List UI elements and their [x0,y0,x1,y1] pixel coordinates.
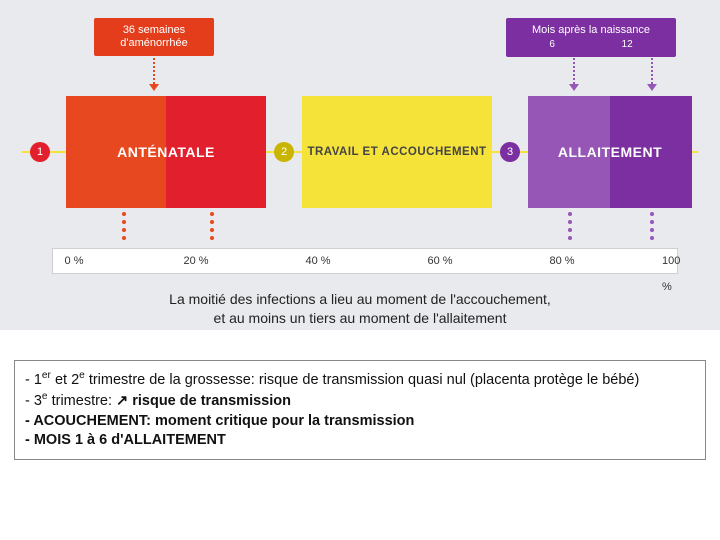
dots-under-antenatal-b [210,208,214,244]
tick-40: 40 % [305,248,330,274]
percent-scale: 0 % 20 % 40 % 60 % 80 % 100 % [22,248,698,274]
stage-1-label: ANTÉNATALE [117,144,215,160]
dots-under-allaitement-a [568,208,572,244]
stage-row: 1 ANTÉNATALE 2 TRAVAIL ET ACCOUCHEMENT 3… [22,96,698,208]
note-line-4: - MOIS 1 à 6 d'ALLAITEMENT [25,431,695,451]
scale-track [52,248,678,274]
month-12: 12 [622,39,633,51]
tick-80: 80 % [549,248,574,274]
tick-60: 60 % [427,248,452,274]
stage-1-number: 1 [30,142,50,162]
increase-arrow-icon: ↗ [116,392,128,412]
note-line-1: - 1er et 2e trimestre de la grossesse: r… [25,369,695,390]
transmission-timeline-diagram: 36 semaines d'aménorrhée Mois après la n… [0,0,720,330]
diagram-caption: La moitié des infections a lieu au momen… [22,290,698,328]
stage-accouchement: TRAVAIL ET ACCOUCHEMENT [302,96,492,208]
stage-antenatal: ANTÉNATALE [66,96,266,208]
callout-mois-naissance: Mois après la naissance 6 12 [506,18,676,57]
tick-20: 20 % [183,248,208,274]
month-6: 6 [549,39,555,51]
stage-2-number: 2 [274,142,294,162]
notes-box: - 1er et 2e trimestre de la grossesse: r… [14,360,706,460]
stage-2-label: TRAVAIL ET ACCOUCHEMENT [307,146,486,158]
tick-100: 100 % [662,248,686,274]
note-line-3: - ACOUCHEMENT: moment critique pour la t… [25,412,695,432]
caption-line-1: La moitié des infections a lieu au momen… [22,290,698,309]
stage-3-label: ALLAITEMENT [558,144,662,160]
caption-line-2: et au moins un tiers au moment de l'alla… [22,309,698,328]
stage-allaitement: ALLAITEMENT [528,96,692,208]
tick-0: 0 % [65,248,84,274]
stage-3-number: 3 [500,142,520,162]
dots-under-antenatal-a [122,208,126,244]
dots-under-allaitement-b [650,208,654,244]
top-callout-row: 36 semaines d'aménorrhée Mois après la n… [22,18,698,66]
callout-right-text: Mois après la naissance [516,24,666,37]
callout-36-semaines: 36 semaines d'aménorrhée [94,18,214,56]
callout-left-text: 36 semaines d'aménorrhée [120,24,188,49]
callout-months-row: 6 12 [516,39,666,51]
note-line-2: - 3e trimestre: ↗ risque de transmission [25,390,695,411]
